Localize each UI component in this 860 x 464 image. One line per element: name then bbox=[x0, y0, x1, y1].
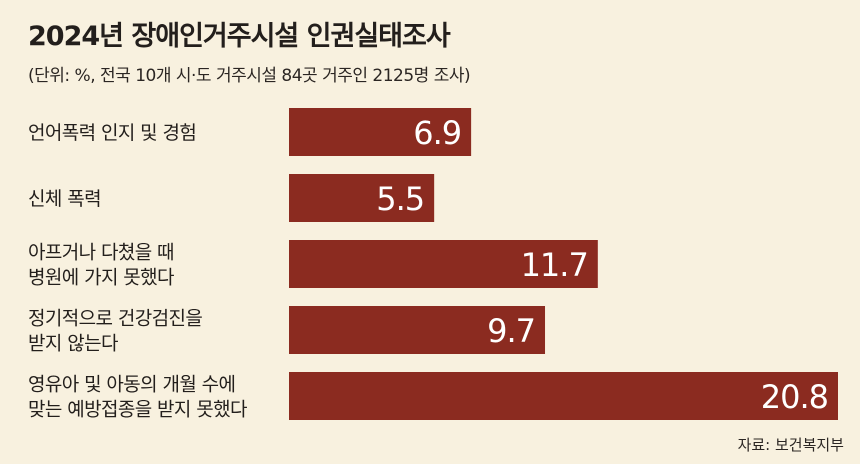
bar-value-label-2: 11.7 bbox=[521, 246, 588, 284]
bar-value-label-4: 20.8 bbox=[761, 378, 828, 416]
bar-3 bbox=[289, 306, 546, 354]
category-label-0-0: 언어폭력 인지 및 경험 bbox=[28, 122, 196, 144]
chart-title: 2024년 장애인거주시설 인권실태조사 bbox=[28, 21, 451, 52]
bar-value-label-0: 6.9 bbox=[413, 114, 461, 152]
bar-value-label-3: 9.7 bbox=[487, 312, 535, 350]
category-label-4-0: 영유아 및 아동의 개월 수에 bbox=[28, 374, 235, 396]
bar-0 bbox=[289, 108, 472, 156]
chart-subtitle: (단위: %, 전국 10개 시·도 거주시설 84곳 거주인 2125명 조사… bbox=[28, 66, 471, 86]
category-label-1-0: 신체 폭력 bbox=[28, 188, 101, 210]
bar-4 bbox=[289, 372, 838, 420]
category-label-3-1: 받지 않는다 bbox=[28, 333, 118, 355]
bar-1 bbox=[289, 174, 435, 222]
category-label-4-1: 맞는 예방접종을 받지 못했다 bbox=[28, 399, 247, 421]
category-label-3-0: 정기적으로 건강검진을 bbox=[28, 308, 202, 330]
bar-value-label-1: 5.5 bbox=[376, 180, 424, 218]
bar-2 bbox=[289, 240, 598, 288]
source-note: 자료: 보건복지부 bbox=[737, 436, 844, 454]
category-label-2-1: 병원에 가지 못했다 bbox=[28, 267, 174, 289]
category-label-2-0: 아프거나 다쳤을 때 bbox=[28, 242, 174, 264]
